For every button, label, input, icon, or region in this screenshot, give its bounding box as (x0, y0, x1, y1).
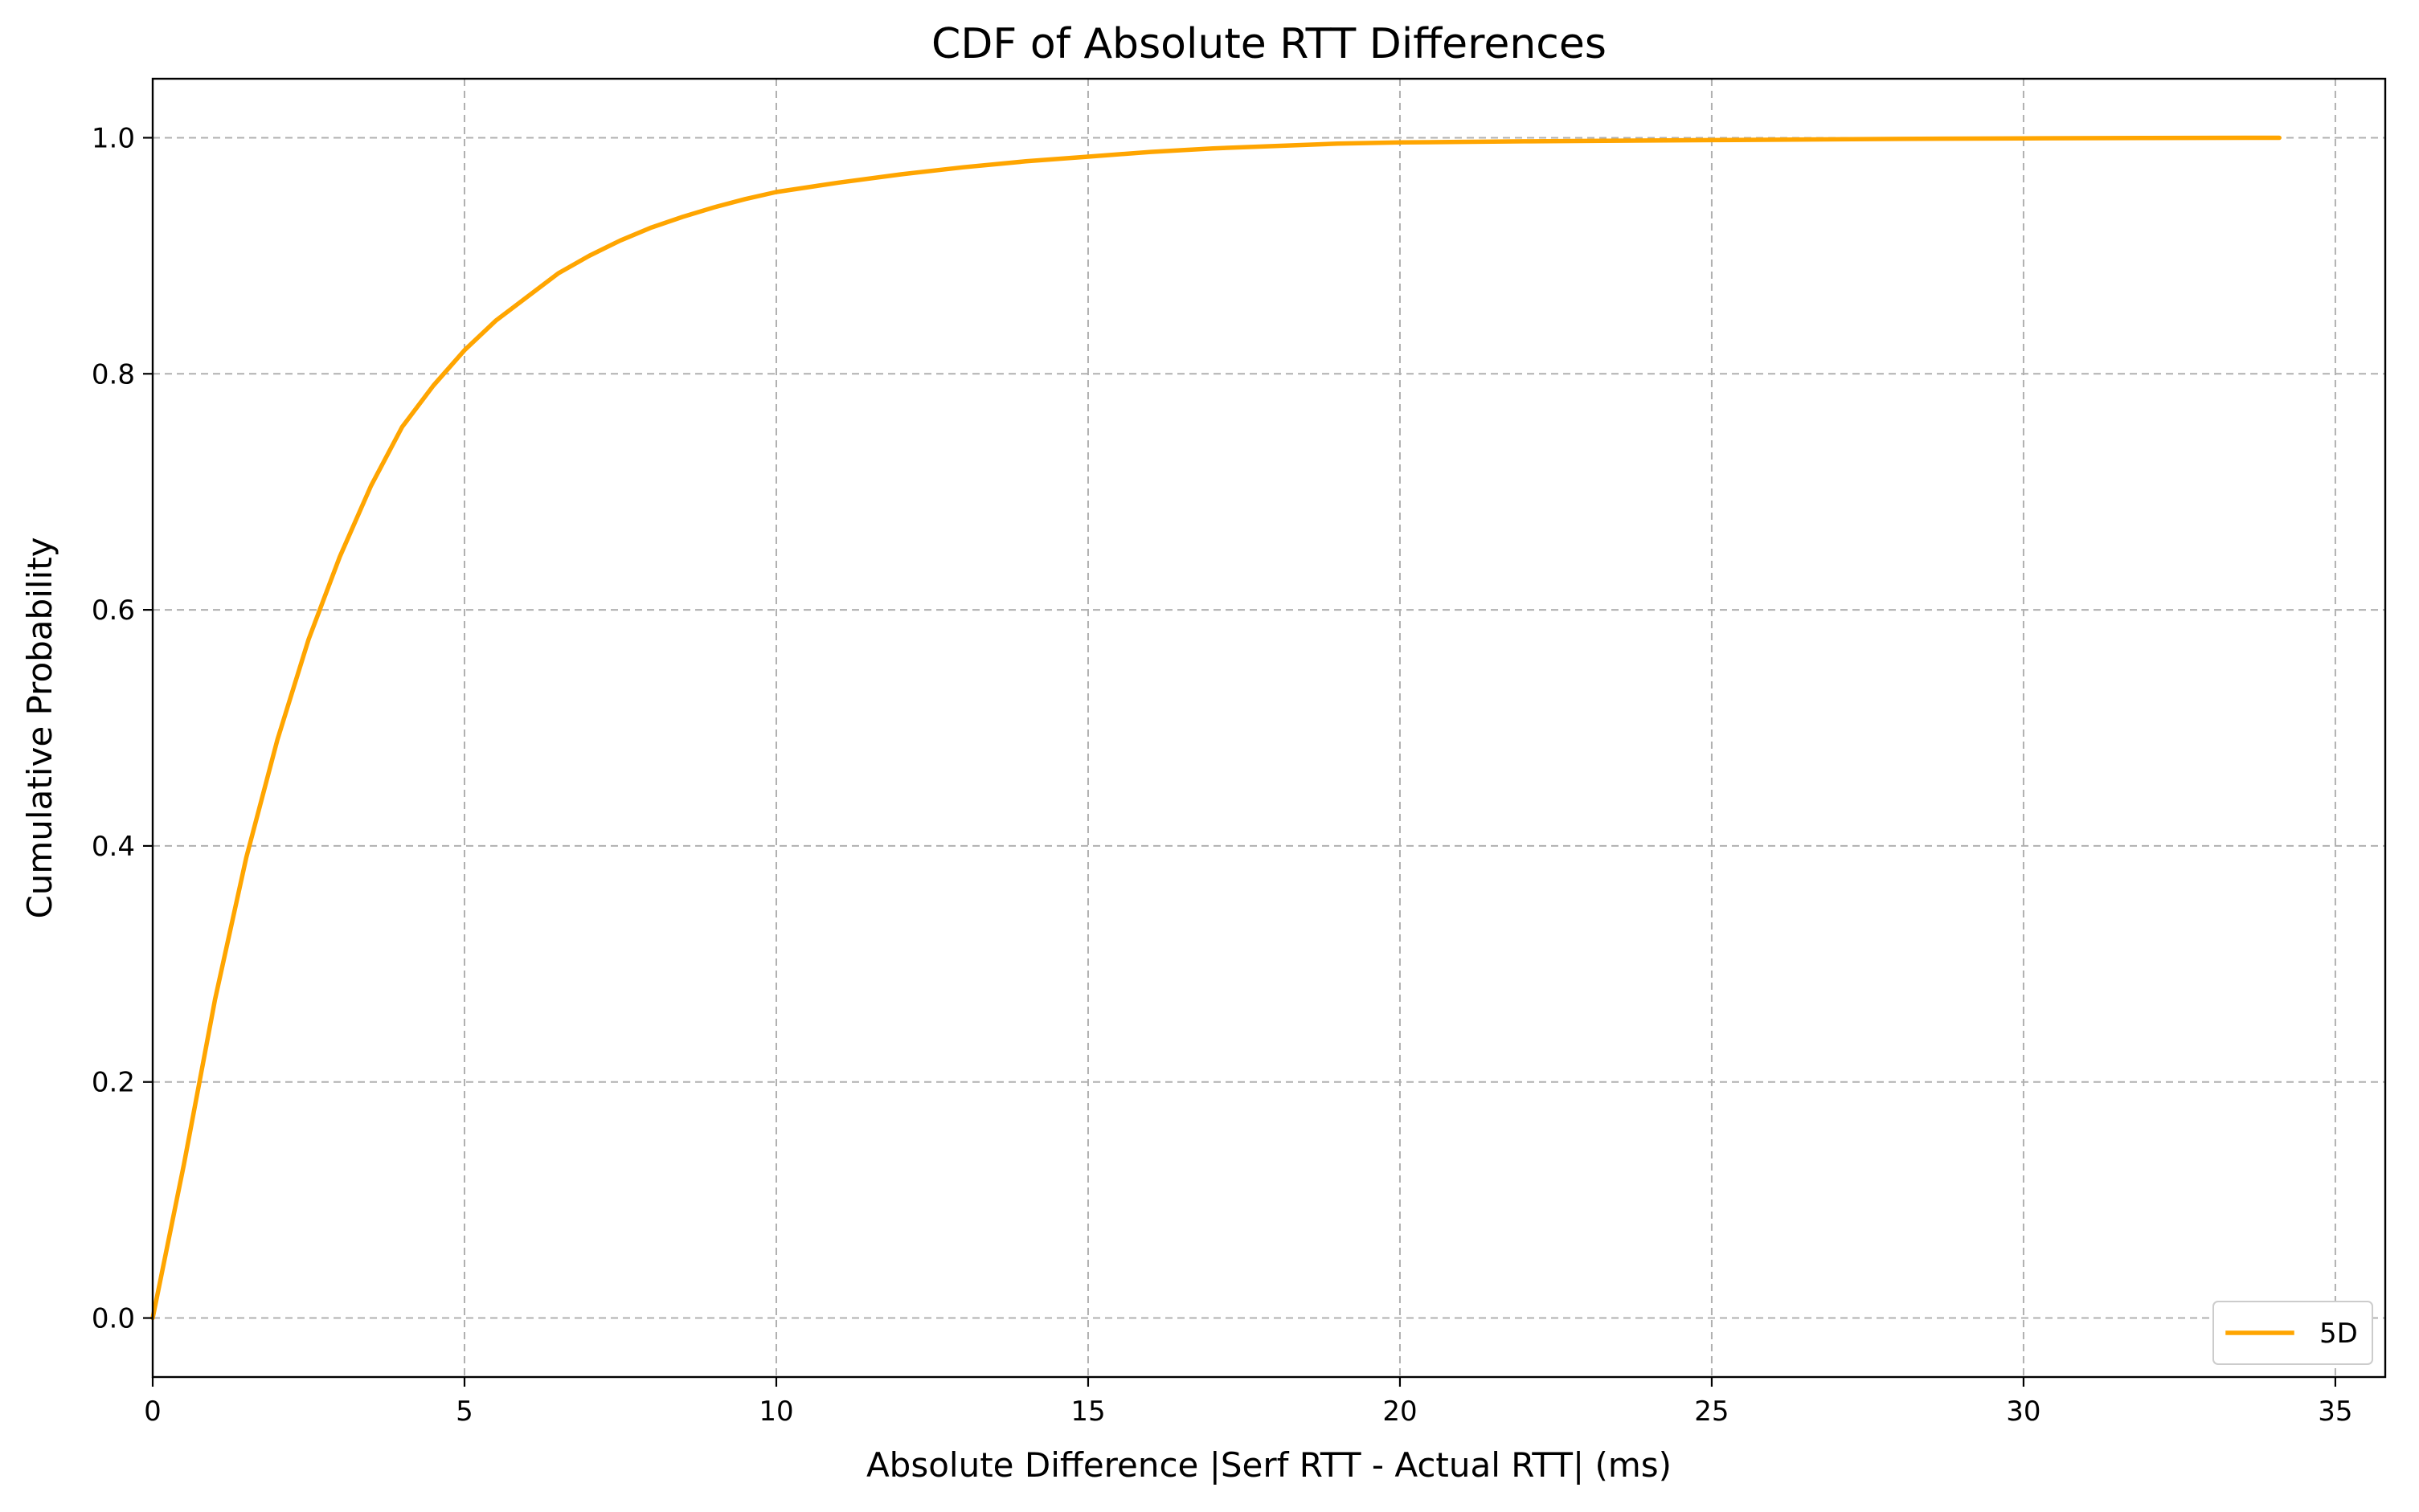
x-axis-title: Absolute Difference |Serf RTT - Actual R… (866, 1445, 1672, 1485)
y-tick-label: 0.2 (92, 1067, 135, 1099)
x-tick-label: 35 (2318, 1396, 2352, 1428)
axes-frame (151, 77, 2387, 1379)
legend: 5D (2212, 1301, 2373, 1365)
series-line-5d (150, 135, 2282, 1321)
y-tick-label: 0.8 (92, 358, 135, 390)
y-tick-label: 1.0 (92, 122, 135, 154)
x-tick-label: 20 (1382, 1396, 1417, 1428)
x-tick-label: 25 (1694, 1396, 1729, 1428)
x-tick-label: 5 (456, 1396, 473, 1428)
x-axis: 0 5 10 15 20 25 30 35 (144, 1377, 2353, 1428)
x-tick-label: 0 (144, 1396, 162, 1428)
legend-label: 5D (2319, 1318, 2358, 1350)
y-axis-title: Cumulative Probability (20, 537, 59, 918)
x-tick-label: 15 (1070, 1396, 1105, 1428)
y-tick-label: 0.4 (92, 831, 135, 863)
x-tick-label: 30 (2006, 1396, 2040, 1428)
y-tick-label: 0.0 (92, 1303, 135, 1335)
chart-title: CDF of Absolute RTT Differences (931, 20, 1607, 68)
y-axis: 0.0 0.2 0.4 0.6 0.8 1.0 (92, 122, 153, 1335)
plot-area (150, 135, 2282, 1321)
y-tick-label: 0.6 (92, 595, 135, 627)
x-tick-label: 10 (759, 1396, 793, 1428)
